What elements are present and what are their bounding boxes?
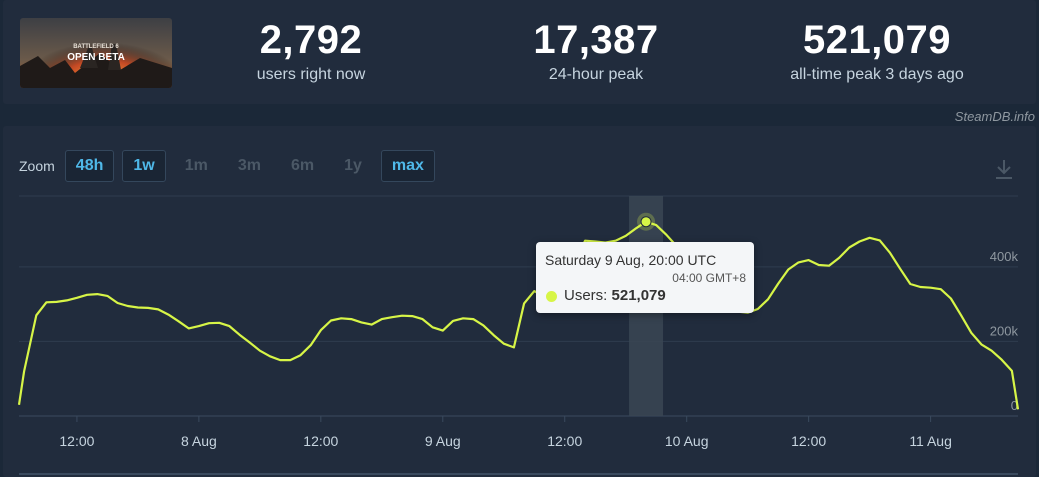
series-line-users bbox=[17, 220, 1020, 410]
zoom-3m-button[interactable]: 3m bbox=[237, 157, 261, 174]
tooltip-local-time: 04:00 GMT+8 bbox=[672, 271, 746, 285]
zoom-1m-button[interactable]: 1m bbox=[184, 157, 208, 174]
x-tick-label: 9 Aug bbox=[425, 433, 461, 449]
tooltip-date: Saturday 9 Aug, 20:00 UTC bbox=[545, 252, 717, 268]
x-tick-label: 11 Aug bbox=[909, 433, 952, 449]
chart-panel: Zoom 48h 1w 1m 3m 6m 1y max 0 200k 400k 12:… bbox=[3, 126, 1036, 477]
24h-peak-label: 24-hour peak bbox=[548, 66, 644, 83]
zoom-1w-button[interactable]: 1w bbox=[122, 150, 166, 182]
stat-current-users: 2,792 users right now bbox=[181, 18, 441, 84]
x-tick-label: 10 Aug bbox=[665, 433, 709, 449]
current-users-value: 2,792 bbox=[259, 18, 363, 62]
game-art-image: BATTLEFIELD 6 OPEN BETA bbox=[20, 18, 172, 88]
zoom-max-button[interactable]: max bbox=[380, 150, 435, 182]
stat-24h-peak: 17,387 24-hour peak bbox=[466, 18, 726, 84]
chart-tooltip: Saturday 9 Aug, 20:00 UTC 04:00 GMT+8 Us… bbox=[536, 242, 754, 313]
x-tick-label: 12:00 bbox=[547, 433, 582, 449]
zoom-1y-button[interactable]: 1y bbox=[344, 157, 362, 174]
y-tick-label: 200k bbox=[990, 323, 1019, 338]
tooltip-series-marker bbox=[546, 291, 557, 302]
x-tick-label: 12:00 bbox=[303, 433, 338, 449]
zoom-48h-button[interactable]: 48h bbox=[64, 150, 115, 182]
current-users-label: users right now bbox=[256, 66, 366, 83]
stats-panel: BATTLEFIELD 6 OPEN BETA 2,792 users righ… bbox=[3, 0, 1036, 104]
x-tick-label: 12:00 bbox=[791, 433, 826, 449]
zoom-6m-button[interactable]: 6m bbox=[290, 157, 315, 174]
game-thumbnail[interactable]: BATTLEFIELD 6 OPEN BETA bbox=[20, 18, 172, 88]
all-time-peak-label: all-time peak 3 days ago bbox=[790, 66, 964, 83]
peak-marker bbox=[640, 216, 652, 228]
all-time-peak-value: 521,079 bbox=[802, 18, 952, 62]
player-count-chart[interactable]: 0 200k 400k 12:00 8 Aug 12:00 9 Aug 12:00 10 Aug… bbox=[3, 126, 1036, 477]
download-icon[interactable] bbox=[994, 158, 1014, 180]
tooltip-value-row: Users: 521,079 bbox=[564, 287, 666, 304]
stat-all-time-peak: 521,079 all-time peak 3 days ago bbox=[747, 18, 1007, 84]
x-tick-label: 8 Aug bbox=[181, 433, 217, 449]
zoom-label: Zoom bbox=[19, 158, 55, 174]
zoom-controls: Zoom 48h 1w 1m 3m 6m 1y max bbox=[19, 150, 443, 182]
steamdb-credit[interactable]: SteamDB.info bbox=[954, 109, 1035, 124]
y-tick-label: 400k bbox=[990, 249, 1019, 264]
tooltip-series-label: Users: bbox=[564, 287, 608, 304]
y-tick-label: 0 bbox=[1011, 398, 1018, 413]
game-art-title: OPEN BETA bbox=[67, 52, 125, 63]
tooltip-value: 521,079 bbox=[611, 287, 666, 304]
24h-peak-value: 17,387 bbox=[533, 18, 659, 62]
game-art-subtitle: BATTLEFIELD 6 bbox=[73, 44, 119, 50]
x-tick-label: 12:00 bbox=[59, 433, 94, 449]
